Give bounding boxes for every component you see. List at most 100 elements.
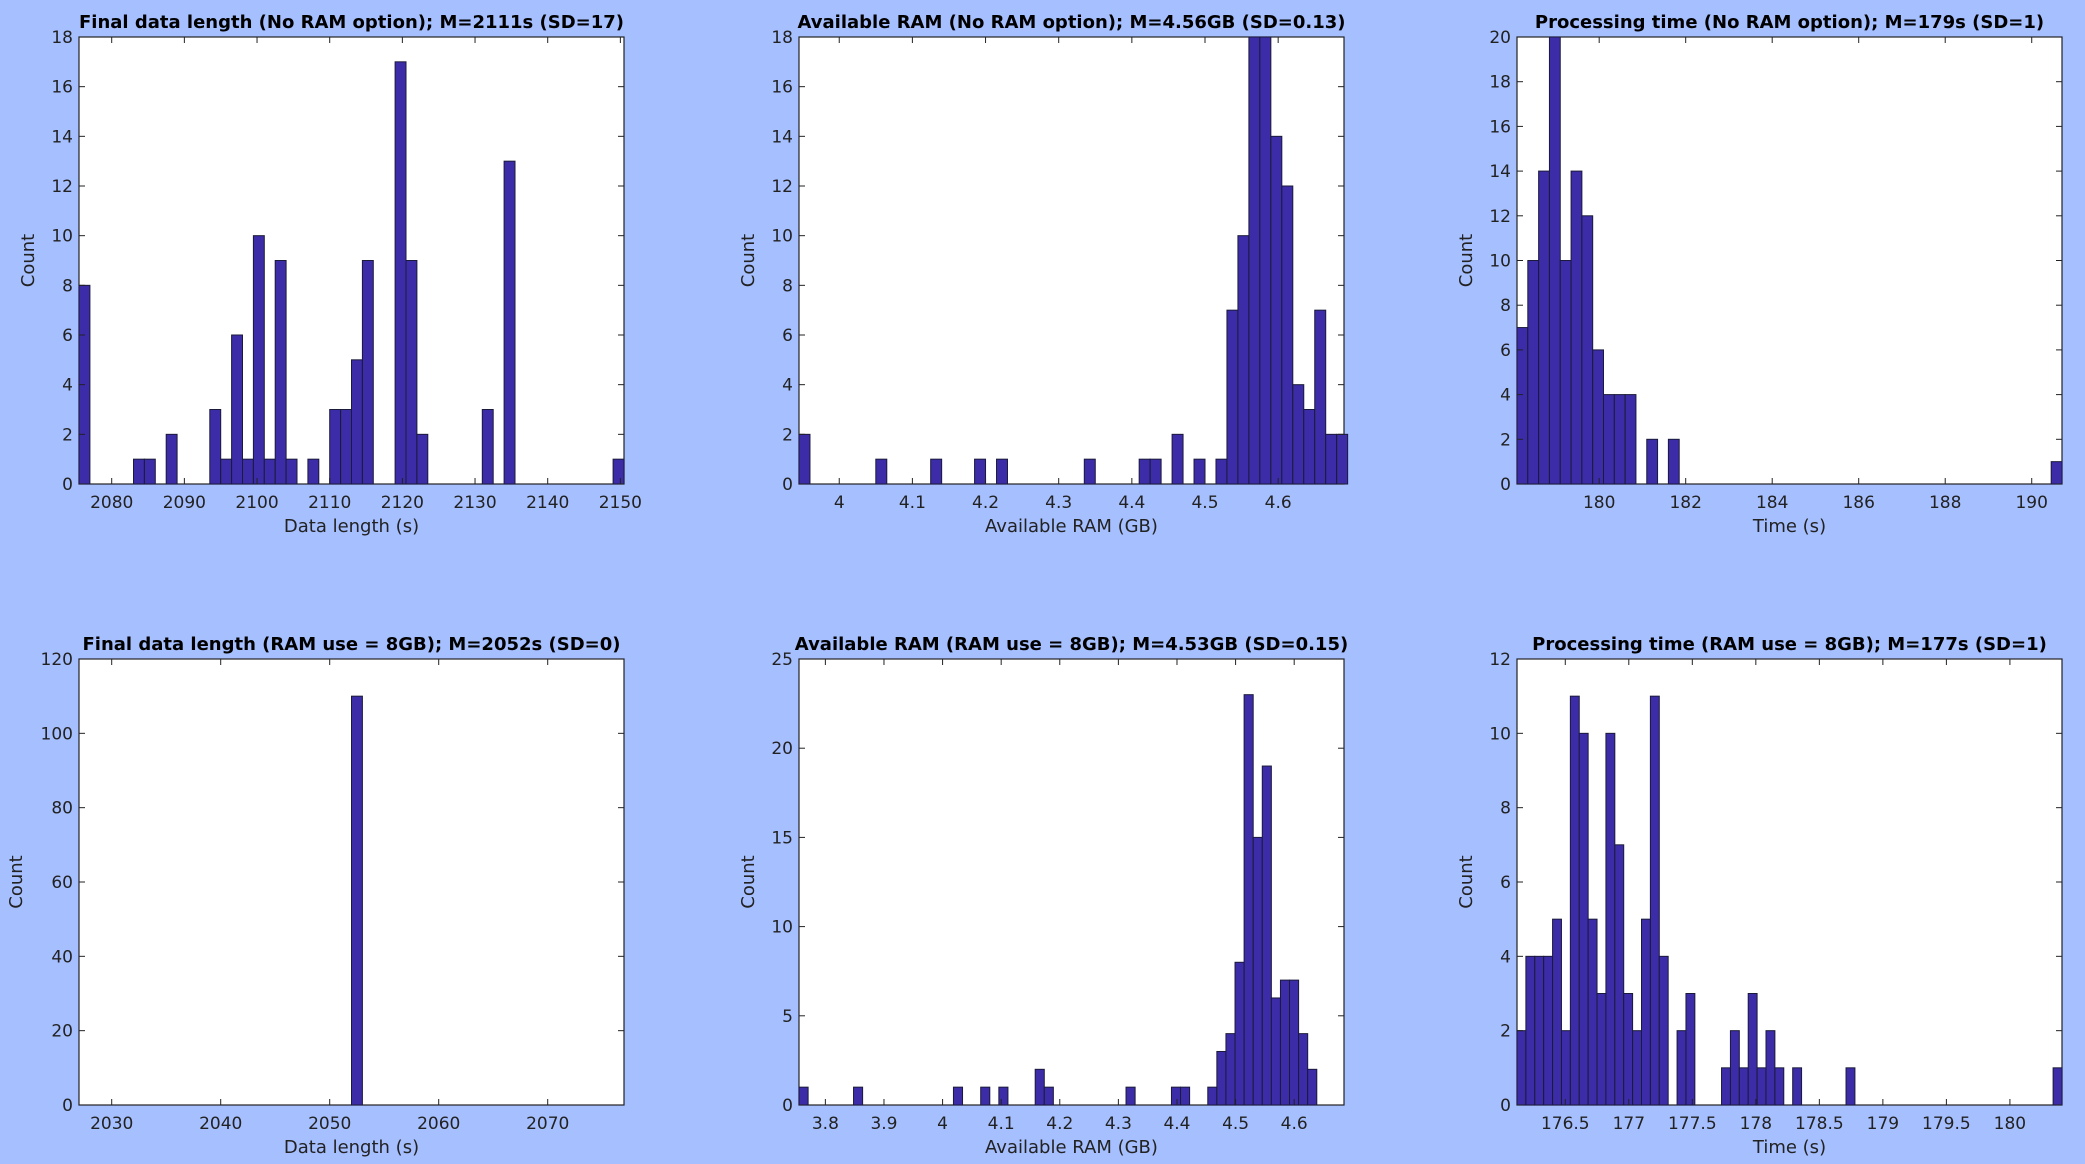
x-tick-label: 180 xyxy=(1583,493,1615,513)
x-tick-label: 186 xyxy=(1842,493,1874,513)
y-tick-label: 4 xyxy=(1500,386,1511,406)
histogram-bar xyxy=(1596,993,1607,1106)
y-tick-label: 10 xyxy=(1489,252,1511,272)
histogram-bar xyxy=(1792,1067,1803,1106)
histogram-bar xyxy=(263,458,276,485)
y-tick-label: 18 xyxy=(1489,73,1511,93)
y-tick-label: 12 xyxy=(51,177,73,197)
histogram-bar xyxy=(1237,235,1250,485)
histogram-bar xyxy=(416,433,429,485)
histogram-bar xyxy=(1034,1068,1045,1106)
x-tick-label: 179.5 xyxy=(1922,1114,1971,1134)
histogram-bar xyxy=(1215,458,1228,485)
chart-title: Available RAM (No RAM option); M=4.56GB … xyxy=(798,12,1346,33)
histogram-bar xyxy=(1516,327,1529,485)
x-tick-label: 188 xyxy=(1929,493,1961,513)
histogram-bar xyxy=(1614,844,1625,1106)
histogram-bar xyxy=(1307,1068,1318,1106)
y-tick-label: 0 xyxy=(62,475,73,495)
x-tick-label: 4.3 xyxy=(1105,1114,1132,1134)
histogram-bar xyxy=(340,409,353,485)
y-tick-label: 0 xyxy=(1500,475,1511,495)
y-tick-label: 8 xyxy=(782,276,793,296)
chart-panel-6: 176.5 177 177.5 178 178.5 179 179.5 180 0 2 4 6 8 10 1… xyxy=(1456,634,2063,1158)
y-tick-label: 20 xyxy=(1489,28,1511,48)
histogram-bar xyxy=(1325,433,1338,485)
histogram-bar xyxy=(980,1086,991,1106)
histogram-bar xyxy=(998,1086,1009,1106)
histogram-bar xyxy=(1279,979,1291,1106)
histogram-bar xyxy=(481,409,494,485)
y-tick-label: 14 xyxy=(1489,162,1511,182)
histogram-bar xyxy=(1559,260,1572,485)
histogram-bar xyxy=(2050,461,2063,485)
histogram-bar xyxy=(329,409,342,485)
histogram-bar xyxy=(1543,955,1554,1106)
y-tick-label: 6 xyxy=(1500,341,1511,361)
y-tick-label: 15 xyxy=(771,828,793,848)
y-tick-label: 18 xyxy=(771,28,793,48)
x-tick-label: 2080 xyxy=(90,493,133,513)
y-tick-label: 0 xyxy=(782,1096,793,1116)
y-tick-label: 18 xyxy=(51,28,73,48)
histogram-bar xyxy=(1193,458,1206,485)
histogram-bar xyxy=(231,334,244,485)
histogram-bar xyxy=(1646,438,1659,485)
histogram-bar xyxy=(1289,979,1300,1106)
x-axis-label: Available RAM (GB) xyxy=(985,516,1158,537)
y-tick-label: 10 xyxy=(1489,724,1511,744)
x-tick-label: 4 xyxy=(937,1114,948,1134)
histogram-bar xyxy=(1658,955,1669,1106)
histogram-bar xyxy=(361,260,374,485)
x-axis-label: Data length (s) xyxy=(284,516,419,537)
y-tick-label: 4 xyxy=(782,376,793,396)
y-tick-label: 4 xyxy=(62,376,73,396)
y-tick-label: 6 xyxy=(782,326,793,346)
y-tick-label: 16 xyxy=(51,78,73,98)
histogram-bar xyxy=(274,260,287,485)
histogram-bar xyxy=(1083,458,1096,485)
y-tick-label: 16 xyxy=(1489,117,1511,137)
y-tick-label: 12 xyxy=(771,177,793,197)
x-tick-label: 177 xyxy=(1613,1114,1645,1134)
x-tick-label: 2050 xyxy=(308,1114,351,1134)
histogram-bar xyxy=(1516,1030,1527,1106)
histogram-bar xyxy=(1587,918,1598,1106)
x-tick-label: 4.2 xyxy=(972,493,999,513)
chart-title: Final data length (No RAM option); M=211… xyxy=(79,12,624,33)
y-tick-label: 40 xyxy=(51,947,73,967)
histogram-bar xyxy=(1538,170,1550,485)
histogram-bar xyxy=(1738,1067,1749,1106)
y-tick-label: 60 xyxy=(51,873,73,893)
chart-title: Processing time (No RAM option); M=179s … xyxy=(1535,12,2044,33)
chart-panel-3: 180 182 184 186 188 190 0 2 4 6 8 10 12 14 16 18 20 Proce… xyxy=(1456,12,2063,537)
y-axis-label: Count xyxy=(738,855,759,908)
y-tick-label: 2 xyxy=(1500,430,1511,450)
histogram-bar xyxy=(1207,1086,1218,1106)
y-axis-label: Count xyxy=(18,234,39,287)
y-tick-label: 10 xyxy=(771,227,793,247)
histogram-bar xyxy=(351,359,363,485)
histogram-bar xyxy=(1303,409,1316,485)
chart-panel-1: 2080 2090 2100 2110 2120 2130 2140 2150 0 2 4 6 8 10 1… xyxy=(18,12,642,537)
x-tick-label: 2110 xyxy=(308,493,351,513)
y-tick-label: 2 xyxy=(1500,1022,1511,1042)
x-tick-label: 4.5 xyxy=(1222,1114,1249,1134)
y-tick-label: 8 xyxy=(62,276,73,296)
x-axis-label: Time (s) xyxy=(1752,1137,1826,1158)
x-tick-label: 2140 xyxy=(526,493,569,513)
x-tick-label: 2150 xyxy=(599,493,642,513)
x-tick-label: 3.8 xyxy=(812,1114,839,1134)
histogram-bar xyxy=(1234,961,1245,1106)
histogram-bar xyxy=(1314,309,1327,485)
x-tick-label: 2070 xyxy=(526,1114,569,1134)
y-tick-label: 5 xyxy=(782,1007,793,1027)
histogram-bar xyxy=(307,458,320,485)
histogram-bar xyxy=(1261,765,1272,1106)
histogram-bar xyxy=(1525,955,1536,1106)
y-tick-label: 6 xyxy=(1500,873,1511,893)
histogram-bar xyxy=(952,1086,964,1106)
x-tick-label: 184 xyxy=(1756,493,1788,513)
histogram-bar xyxy=(503,160,516,485)
y-tick-label: 0 xyxy=(782,475,793,495)
